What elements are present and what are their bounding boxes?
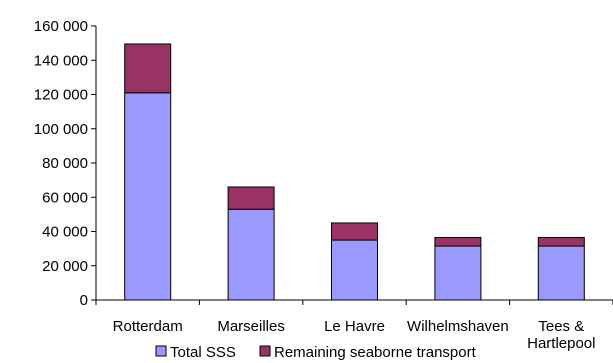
bar-total-sss (124, 92, 172, 301)
y-tick-label: 20 000 (42, 258, 88, 275)
bar-total-sss (331, 239, 378, 301)
x-category-label: Rotterdam (113, 318, 183, 335)
bar-remaining-seaborne (227, 186, 275, 210)
legend-label: Total SSS (170, 344, 236, 361)
x-category-label-line: Rotterdam (113, 318, 183, 335)
y-tick-label: 120 000 (34, 87, 88, 104)
x-category-label-line: Wilhelmshaven (407, 318, 509, 335)
bar-total-sss (434, 245, 482, 301)
legend: Total SSS Remaining seaborne transport (155, 344, 477, 361)
y-tick-label: 140 000 (34, 52, 88, 69)
bar-total-sss (537, 245, 585, 301)
bar-remaining-seaborne (537, 236, 585, 247)
legend-label: Remaining seaborne transport (274, 344, 477, 361)
x-category-label-line: Hartlepool (527, 335, 595, 352)
legend-swatch (259, 345, 271, 357)
x-axis: Rotterdam Marseilles Le Havre Wilhelmshaven… (95, 299, 613, 352)
y-tick-label: 100 000 (34, 121, 88, 138)
y-tick-label: 40 000 (42, 224, 88, 241)
bar-total-sss (227, 208, 275, 301)
x-category-label-line: Marseilles (217, 318, 285, 335)
bars (124, 43, 585, 301)
y-tick-label: 0 (80, 292, 88, 309)
legend-swatch (155, 345, 167, 357)
x-category-label: Wilhelmshaven (407, 318, 509, 335)
y-tick-label: 160 000 (34, 18, 88, 35)
bar-remaining-seaborne (434, 236, 482, 247)
x-category-label-line: Tees & (538, 318, 584, 335)
y-axis: 0 20 000 40 000 60 000 80 000 100 000 120 000 1… (34, 18, 97, 309)
y-tick-label: 80 000 (42, 155, 88, 172)
x-category-label: Marseilles (217, 318, 285, 335)
bar-remaining-seaborne (124, 43, 172, 94)
y-tick-label: 60 000 (42, 189, 88, 206)
x-category-label-line: Le Havre (324, 318, 385, 335)
x-category-label: Le Havre (324, 318, 385, 335)
bar-remaining-seaborne (331, 222, 378, 241)
x-category-label: Tees & Hartlepool (527, 318, 595, 352)
